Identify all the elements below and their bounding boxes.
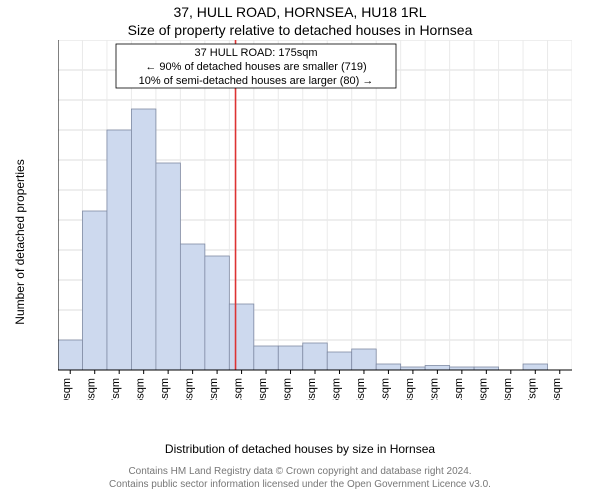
histogram-bar	[523, 364, 547, 370]
histogram-bar	[425, 366, 449, 371]
x-tick-label: 378sqm	[502, 378, 514, 400]
histogram-bar	[107, 130, 131, 370]
x-tick-label: 58sqm	[86, 378, 98, 400]
x-tick-label: 228sqm	[306, 378, 318, 400]
chart-title-address: 37, HULL ROAD, HORNSEA, HU18 1RL	[0, 4, 600, 20]
x-tick-label: 152sqm	[208, 378, 220, 400]
histogram-bar	[229, 304, 253, 370]
histogram-bar	[205, 256, 229, 370]
footer-attribution: Contains HM Land Registry data © Crown c…	[0, 466, 600, 491]
annotation-line1: 37 HULL ROAD: 175sqm	[194, 47, 317, 59]
footer-line1: Contains HM Land Registry data © Crown c…	[128, 466, 471, 477]
histogram-bar	[180, 244, 204, 370]
x-tick-label: 190sqm	[257, 378, 269, 400]
histogram-bar	[376, 364, 400, 370]
x-tick-label: 416sqm	[551, 378, 563, 400]
x-tick-label: 359sqm	[477, 378, 489, 400]
y-axis-label: Number of detached properties	[13, 142, 27, 342]
x-tick-label: 246sqm	[330, 378, 342, 400]
annotation-line3: 10% of semi-detached houses are larger (…	[139, 75, 374, 87]
histogram-bar	[352, 349, 376, 370]
histogram-bar	[327, 352, 351, 370]
footer-line2: Contains public sector information licen…	[109, 479, 491, 490]
x-tick-label: 209sqm	[282, 378, 294, 400]
histogram-bar	[131, 109, 155, 370]
x-tick-label: 341sqm	[453, 378, 465, 400]
x-tick-label: 397sqm	[526, 378, 538, 400]
histogram-bar	[156, 163, 180, 370]
histogram-bar	[58, 340, 82, 370]
x-tick-label: 171sqm	[233, 378, 245, 400]
chart-title-subtitle: Size of property relative to detached ho…	[0, 22, 600, 38]
histogram-bar	[303, 343, 327, 370]
histogram-bar	[82, 211, 106, 370]
x-tick-label: 39sqm	[61, 378, 73, 400]
histogram-plot: 020406080100120140160180200220 39sqm58sq…	[58, 40, 572, 400]
x-tick-label: 265sqm	[355, 378, 367, 400]
x-tick-label: 284sqm	[379, 378, 391, 400]
annotation-line2: ← 90% of detached houses are smaller (71…	[145, 61, 366, 73]
x-tick-label: 303sqm	[404, 378, 416, 400]
x-tick-label: 133sqm	[184, 378, 196, 400]
x-tick-label: 96sqm	[135, 378, 147, 400]
histogram-bar	[278, 346, 302, 370]
x-tick-label: 77sqm	[110, 378, 122, 400]
histogram-bar	[254, 346, 278, 370]
x-axis-label: Distribution of detached houses by size …	[0, 442, 600, 456]
x-tick-label: 322sqm	[428, 378, 440, 400]
x-tick-label: 114sqm	[159, 378, 171, 400]
